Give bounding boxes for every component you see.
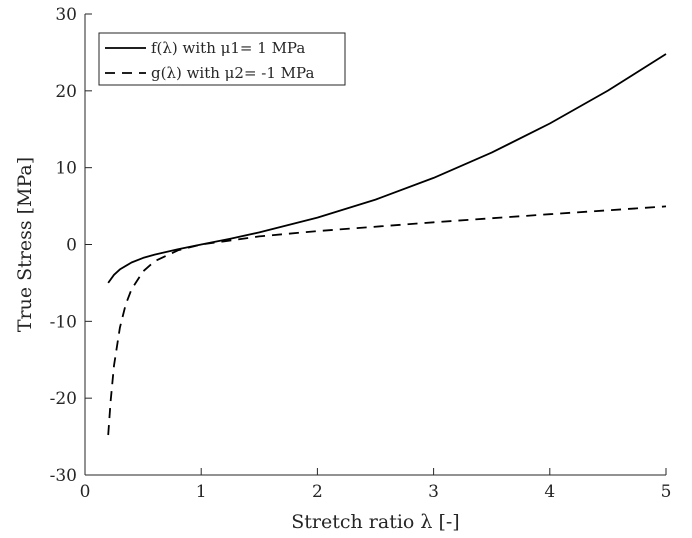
y-tick-label: 0 (66, 236, 77, 256)
x-tick-label: 3 (428, 482, 439, 502)
legend-label-2: g(λ) with μ2= -1 MPa (151, 64, 314, 82)
y-tick-label: 20 (55, 82, 77, 102)
x-tick-label: 1 (196, 482, 207, 502)
y-tick-label: 10 (55, 159, 77, 179)
legend-box (98, 32, 346, 86)
y-tick-label: -30 (50, 466, 77, 486)
series-lines (107, 53, 667, 436)
x-tick-label: 2 (312, 482, 323, 502)
x-tick-label: 5 (661, 482, 672, 502)
series-line-1 (107, 53, 667, 284)
y-axis-label: True Stress [MPa] (14, 157, 36, 332)
x-tick-label: 4 (544, 482, 555, 502)
legend: f(λ) with μ1= 1 MPa g(λ) with μ2= -1 MPa (98, 32, 346, 86)
y-tick-label: 30 (55, 5, 77, 25)
x-axis-label: Stretch ratio λ [-] (291, 511, 459, 533)
axis-ticks: 0 1 2 3 4 5 -30 -20 -10 0 10 20 30 (50, 5, 672, 502)
series-line-2 (107, 205, 667, 436)
x-tick-label: 0 (80, 482, 91, 502)
legend-label-1: f(λ) with μ1= 1 MPa (151, 39, 305, 57)
y-tick-label: -10 (50, 312, 77, 332)
y-tick-label: -20 (50, 389, 77, 409)
